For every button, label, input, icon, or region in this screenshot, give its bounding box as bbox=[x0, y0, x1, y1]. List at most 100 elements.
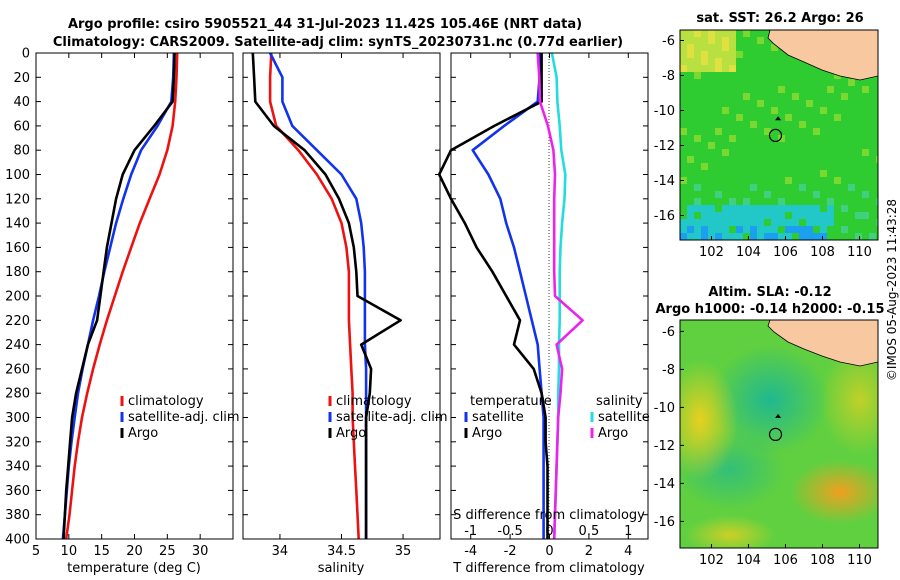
sst-cell bbox=[848, 212, 855, 219]
sst-cell bbox=[736, 30, 743, 37]
sst-cell bbox=[792, 212, 799, 219]
sst-cell bbox=[750, 107, 757, 114]
sst-cell bbox=[792, 205, 799, 212]
sst-cell bbox=[806, 177, 813, 184]
sst-cell bbox=[799, 86, 806, 93]
sst-cell bbox=[813, 163, 820, 170]
y-tick-label: 320 bbox=[5, 435, 30, 450]
sst-cell bbox=[694, 44, 701, 51]
sst-cell bbox=[687, 156, 694, 163]
sst-cell bbox=[680, 86, 687, 93]
sst-cell bbox=[771, 219, 778, 226]
sst-cell bbox=[827, 170, 834, 177]
sst-cell bbox=[792, 135, 799, 142]
map-y-tick-label: -8 bbox=[662, 69, 675, 84]
sst-cell bbox=[764, 114, 771, 121]
sst-cell bbox=[841, 107, 848, 114]
sst-cell bbox=[757, 86, 764, 93]
sst-cell bbox=[869, 233, 876, 240]
sst-cell bbox=[841, 226, 848, 233]
salinity-xlabel: salinity bbox=[318, 561, 365, 576]
top-x-tick-label: -1 bbox=[464, 524, 477, 539]
sst-cell bbox=[694, 156, 701, 163]
series-line-temperature-satellite bbox=[471, 53, 545, 539]
sst-cell bbox=[806, 219, 813, 226]
sst-cell bbox=[715, 198, 722, 205]
sst-cell bbox=[729, 100, 736, 107]
sst-cell bbox=[743, 121, 750, 128]
sla-warm-anomaly bbox=[820, 345, 878, 455]
sst-cell bbox=[827, 121, 834, 128]
sst-cell bbox=[701, 114, 708, 121]
sst-cell bbox=[813, 219, 820, 226]
sst-cell bbox=[708, 170, 715, 177]
map-y-tick-label: -16 bbox=[654, 515, 675, 530]
sst-cell bbox=[729, 156, 736, 163]
sst-cell bbox=[701, 191, 708, 198]
sst-cell bbox=[680, 135, 687, 142]
sst-cell bbox=[764, 30, 771, 37]
difference-xlabel-top: S difference from climatology bbox=[453, 508, 645, 523]
sst-cell bbox=[729, 51, 736, 58]
sst-cell bbox=[736, 163, 743, 170]
sst-cell bbox=[785, 205, 792, 212]
sst-cell bbox=[841, 93, 848, 100]
sst-cell bbox=[778, 65, 785, 72]
sst-cell bbox=[827, 184, 834, 191]
sst-cell bbox=[785, 191, 792, 198]
sst-cell bbox=[834, 142, 841, 149]
sst-cell bbox=[778, 142, 785, 149]
sst-cell bbox=[736, 72, 743, 79]
sst-cell bbox=[680, 233, 687, 240]
sst-cell bbox=[785, 156, 792, 163]
sst-cell bbox=[876, 128, 878, 135]
sst-cell bbox=[680, 93, 687, 100]
sst-cell bbox=[799, 142, 806, 149]
sst-cell bbox=[701, 219, 708, 226]
sst-cell bbox=[876, 135, 878, 142]
top-x-tick-label: -0.5 bbox=[497, 524, 522, 539]
top-x-tick-label: 0 bbox=[545, 524, 553, 539]
sst-cell bbox=[722, 37, 729, 44]
sst-cell bbox=[792, 226, 799, 233]
sst-cell bbox=[827, 212, 834, 219]
sst-cell bbox=[876, 212, 878, 219]
sst-cell bbox=[764, 65, 771, 72]
sst-cell bbox=[701, 65, 708, 72]
sst-cell bbox=[680, 198, 687, 205]
x-tick-label: 4 bbox=[624, 544, 632, 559]
sst-cell bbox=[841, 219, 848, 226]
x-tick-label: 5 bbox=[32, 544, 40, 559]
sst-cell bbox=[736, 128, 743, 135]
sst-cell bbox=[869, 184, 876, 191]
sst-cell bbox=[715, 226, 722, 233]
sst-cell bbox=[722, 198, 729, 205]
sst-cell bbox=[708, 93, 715, 100]
sst-cell bbox=[729, 114, 736, 121]
sst-cell bbox=[750, 93, 757, 100]
sst-cell bbox=[743, 184, 750, 191]
sst-cell bbox=[715, 72, 722, 79]
sst-cell bbox=[862, 205, 869, 212]
sst-cell bbox=[729, 184, 736, 191]
series-line-argo bbox=[251, 52, 402, 539]
sst-cell bbox=[820, 177, 827, 184]
sst-cell bbox=[806, 226, 813, 233]
sst-cell bbox=[771, 170, 778, 177]
sla-map-image bbox=[680, 320, 878, 548]
sst-cell bbox=[694, 100, 701, 107]
sst-cell bbox=[785, 121, 792, 128]
sst-cell bbox=[876, 121, 878, 128]
sst-cell bbox=[862, 184, 869, 191]
sst-cell bbox=[799, 107, 806, 114]
sst-cell bbox=[778, 184, 785, 191]
sst-cell bbox=[792, 156, 799, 163]
sst-cell bbox=[785, 233, 792, 240]
sst-cell bbox=[687, 177, 694, 184]
sst-cell bbox=[778, 226, 785, 233]
sst-cell bbox=[785, 86, 792, 93]
map-y-tick-label: -10 bbox=[654, 104, 675, 119]
sst-cell bbox=[806, 184, 813, 191]
sst-cell bbox=[862, 170, 869, 177]
sst-cell bbox=[848, 86, 855, 93]
